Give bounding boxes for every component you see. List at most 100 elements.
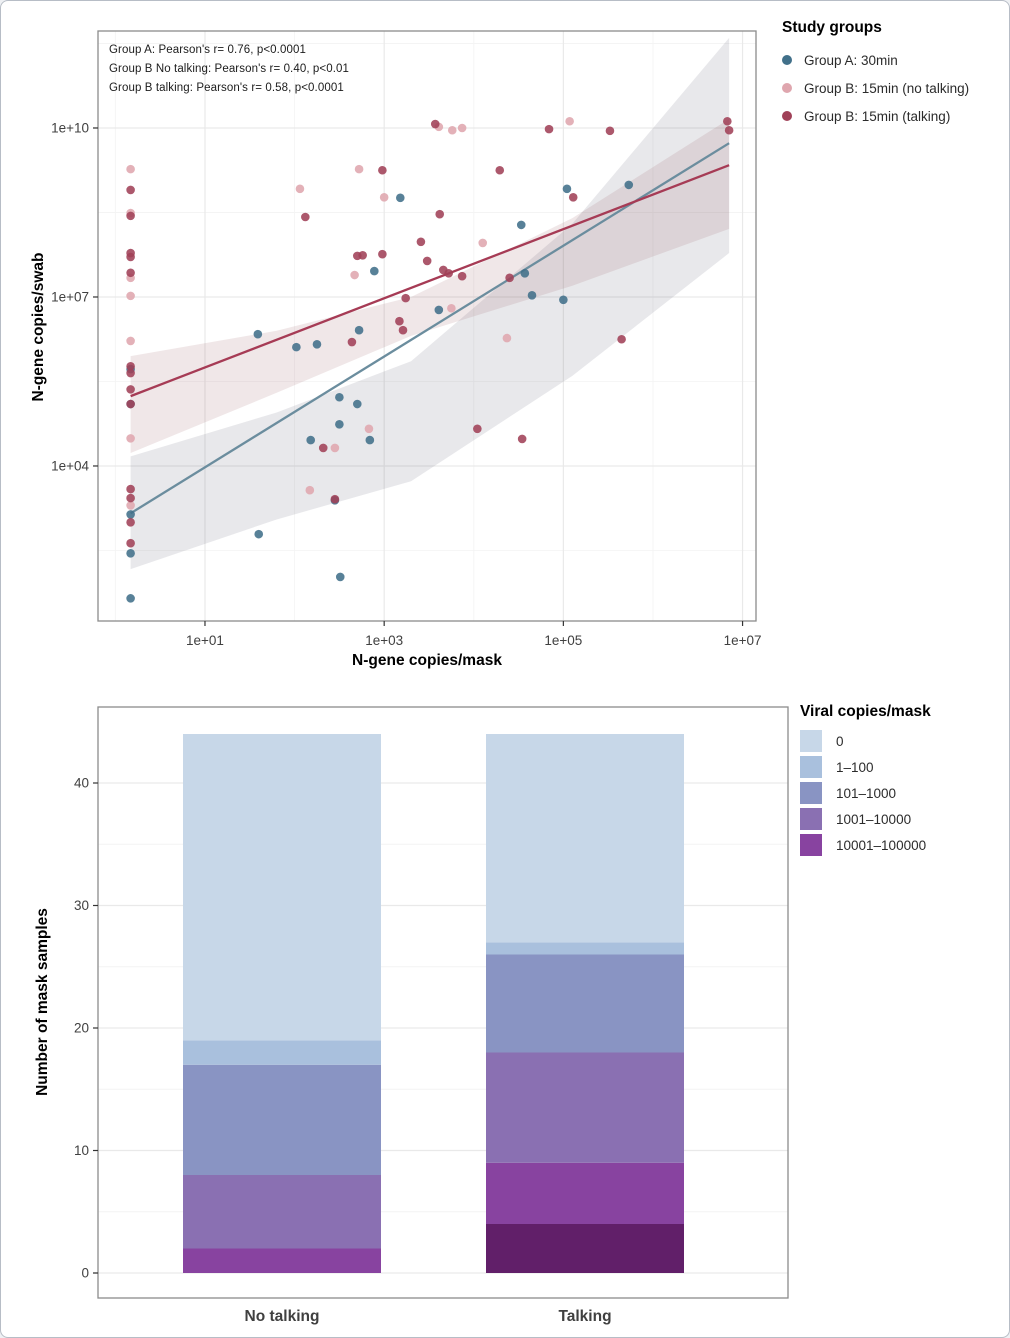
y-tick-label: 1e+04 (51, 458, 89, 473)
legend-swatch-icon (800, 834, 822, 856)
scatter-point (370, 266, 379, 276)
y-tick-label: 0 (81, 1266, 89, 1281)
y-tick-label: 40 (74, 776, 89, 791)
scatter-point (398, 325, 408, 335)
scatter-point (126, 434, 135, 443)
bar-segment (183, 734, 381, 1041)
scatter-point (624, 180, 634, 190)
scatter-panel-border (97, 30, 757, 622)
bar-panel-border (97, 706, 789, 1299)
legend-swatch-icon (800, 756, 822, 778)
scatter-point (126, 185, 135, 195)
scatter-point (126, 164, 135, 174)
legend-item: 0 (800, 730, 931, 752)
scatter-point (312, 340, 322, 349)
scatter-point (305, 485, 315, 495)
bar-segment (486, 954, 684, 1053)
bar-segment (486, 1224, 684, 1273)
legend-point-icon (782, 111, 792, 121)
scatter-point (457, 271, 467, 281)
scatter-y-axis-title: N-gene copies/swab (30, 252, 47, 402)
scatter-point (447, 303, 456, 313)
regression-line (130, 164, 730, 398)
scatter-point (126, 385, 135, 394)
scatter-point (350, 270, 359, 280)
scatter-point (473, 424, 482, 434)
scatter-point (422, 256, 432, 266)
scatter-point (527, 291, 537, 300)
x-tick-label: 1e+05 (544, 633, 582, 648)
bar-segment (486, 734, 684, 943)
pearson-annotation-line: Group B No talking: Pearson's r= 0.40, p… (109, 63, 350, 75)
scatter-point (416, 237, 426, 247)
scatter-point (126, 484, 135, 494)
scatter-point (335, 572, 345, 582)
y-tick-label: 20 (74, 1021, 89, 1036)
y-tick-label: 1e+07 (51, 289, 89, 304)
legend-item: 1–100 (800, 756, 931, 778)
scatter-point (505, 273, 514, 283)
legend-item-label: Group B: 15min (talking) (804, 108, 951, 124)
scatter-point (364, 424, 374, 434)
scatter-point (724, 125, 734, 135)
scatter-point (126, 399, 135, 409)
scatter-point (605, 126, 615, 136)
legend-item-label: 10001–100000 (836, 837, 927, 853)
scatter-panel (98, 31, 756, 621)
scatter-point (335, 392, 344, 402)
scatter-point (495, 165, 505, 175)
scatter-point (395, 316, 404, 326)
scatter-point (379, 192, 389, 202)
legend-item-label: 1001–10000 (836, 811, 912, 827)
scatter-point (354, 325, 364, 335)
legend-point-icon (782, 55, 792, 65)
pearson-annotation: Group A: Pearson's r= 0.76, p<0.0001 Grou… (109, 41, 349, 98)
scatter-legend-items: Group A: 30min Group B: 15min (no talking… (782, 46, 969, 130)
scatter-point (126, 336, 135, 346)
scatter-point (126, 548, 135, 558)
scatter-point (126, 493, 135, 503)
scatter-point (430, 119, 440, 129)
scatter-point (401, 293, 410, 303)
scatter-point (330, 443, 340, 453)
legend-item: 1001–10000 (800, 808, 931, 830)
y-tick-label: 1e+10 (51, 121, 89, 136)
legend-item: 101–1000 (800, 782, 931, 804)
scatter-point (516, 220, 526, 230)
scatter-point (126, 361, 135, 371)
y-tick-label: 10 (74, 1143, 89, 1158)
legend-item: 10001–100000 (800, 834, 931, 856)
legend-item-label: Group A: 30min (804, 52, 898, 68)
scatter-point (396, 193, 405, 203)
scatter-point (559, 295, 568, 305)
legend-item: Group B: 15min (no talking) (782, 74, 969, 102)
bar-segment (183, 1040, 381, 1065)
x-category-label: No talking (245, 1308, 320, 1325)
y-tick-label: 30 (74, 898, 89, 913)
scatter-legend: Study groups Group A: 30min Group B: 15mi… (782, 19, 969, 130)
bar-legend: Viral copies/mask 0 1–100 101–1000 1001–100… (800, 703, 931, 860)
scatter-point (354, 164, 364, 174)
scatter-point (301, 212, 310, 222)
legend-swatch-icon (800, 730, 822, 752)
scatter-point (723, 116, 732, 126)
scatter-point (126, 291, 135, 301)
scatter-point (352, 399, 362, 409)
scatter-point (254, 529, 264, 539)
bar-legend-items: 0 1–100 101–1000 1001–10000 10001–100000 (800, 730, 931, 856)
scatter-point (378, 165, 387, 175)
scatter-point (457, 123, 467, 133)
scatter-point (365, 435, 375, 445)
bar-legend-title: Viral copies/mask (800, 703, 931, 720)
confidence-band (130, 118, 730, 454)
scatter-point (347, 337, 357, 347)
scatter-point (447, 125, 457, 135)
scatter-point (435, 209, 445, 219)
bar-segment (183, 1248, 381, 1273)
scatter-point (617, 334, 626, 344)
scatter-point (544, 124, 554, 134)
legend-item: Group A: 30min (782, 46, 969, 74)
x-tick-label: 1e+01 (186, 633, 224, 648)
bar-segment (183, 1175, 381, 1249)
